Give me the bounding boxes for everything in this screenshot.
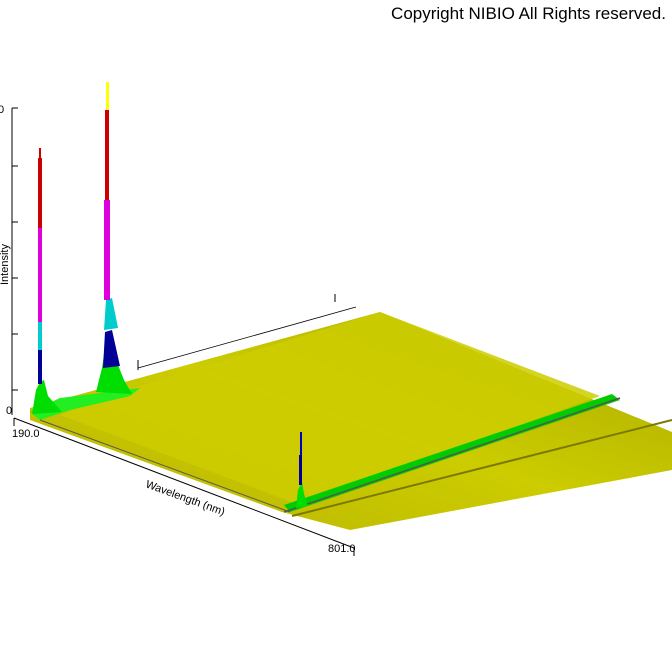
z-axis-ticks (12, 107, 18, 391)
ridge-edge (283, 397, 621, 513)
x-axis-ticks (13, 418, 355, 556)
floor-edge-line (39, 419, 291, 513)
z-tick-bottom: 0 (6, 405, 12, 417)
ridge-shadow (291, 419, 672, 517)
peak-2 (96, 82, 132, 394)
back-axis-ticks (137, 294, 336, 370)
z-axis-title: Intensity (0, 244, 11, 285)
back-axis-line (137, 306, 357, 369)
ridge-band (284, 394, 620, 512)
copyright-text: Copyright NIBIO All Rights reserved. (391, 4, 666, 23)
ridge-peak (296, 432, 308, 508)
x-tick-end: 801.0 (328, 543, 356, 555)
x-tick-start: 190.0 (12, 428, 40, 440)
x-axis-line (13, 417, 355, 549)
surface-far-slope (60, 312, 600, 505)
peak-1 (32, 148, 62, 414)
z-tick-top: 0 (0, 104, 4, 116)
